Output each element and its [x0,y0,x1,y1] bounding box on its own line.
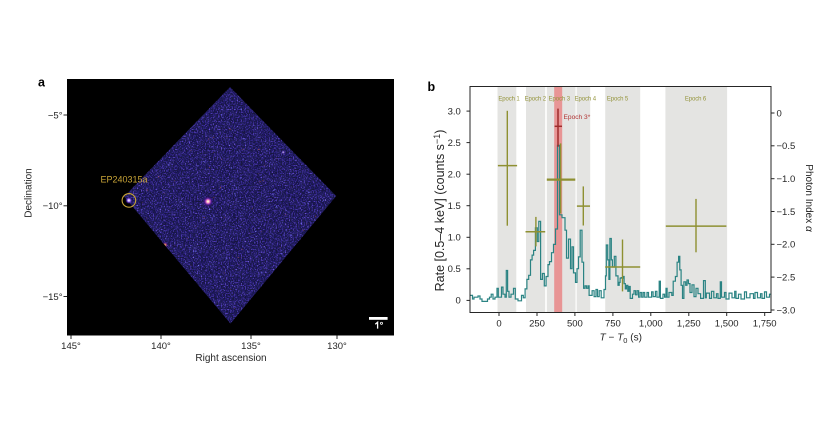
svg-text:250: 250 [529,319,545,330]
svg-text:145°: 145° [61,341,81,352]
svg-text:1,750: 1,750 [753,319,777,330]
svg-text:0: 0 [777,108,782,119]
svg-text:Right ascension: Right ascension [195,353,266,364]
svg-text:1,500: 1,500 [715,319,739,330]
svg-text:−15°: −15° [43,292,63,303]
svg-text:−10°: −10° [43,201,63,212]
svg-text:0: 0 [496,319,501,330]
svg-text:Epoch 3: Epoch 3 [549,96,571,102]
svg-text:Epoch 3*: Epoch 3* [564,114,591,121]
svg-text:1.0: 1.0 [448,233,461,244]
svg-text:T − T0 (s): T − T0 (s) [600,333,642,346]
svg-text:Rate [0.5–4 keV] (counts s−1): Rate [0.5–4 keV] (counts s−1) [432,130,447,292]
svg-text:Epoch 1: Epoch 1 [498,96,520,102]
svg-text:135°: 135° [241,341,261,352]
svg-text:Declination: Declination [24,168,35,217]
svg-text:2.5: 2.5 [448,138,461,149]
svg-text:−3.0: −3.0 [777,305,796,316]
svg-text:Epoch 4: Epoch 4 [575,96,597,102]
svg-text:EP240315a: EP240315a [100,174,147,184]
svg-text:−1.0: −1.0 [777,174,796,185]
svg-text:b: b [428,80,436,94]
svg-text:a: a [38,76,46,90]
svg-text:1,000: 1,000 [639,319,663,330]
svg-text:−0.5: −0.5 [777,141,796,152]
svg-text:Photon Index α: Photon Index α [803,164,814,232]
svg-text:130°: 130° [327,341,347,352]
svg-text:1,250: 1,250 [677,319,701,330]
svg-text:140°: 140° [151,341,171,352]
svg-text:Epoch 6: Epoch 6 [685,96,707,102]
svg-text:−1.5: −1.5 [777,207,796,218]
svg-text:750: 750 [605,319,621,330]
svg-text:0.5: 0.5 [448,264,461,275]
svg-text:Epoch 5: Epoch 5 [607,96,629,102]
svg-text:3.0: 3.0 [448,106,461,117]
svg-text:−5°: −5° [48,110,63,121]
svg-text:Epoch 2: Epoch 2 [525,96,547,102]
svg-text:−2.0: −2.0 [777,240,796,251]
svg-text:2.0: 2.0 [448,170,461,181]
svg-text:1.5: 1.5 [448,201,461,212]
svg-text:500: 500 [567,319,583,330]
svg-text:0: 0 [456,296,461,307]
svg-text:−2.5: −2.5 [777,272,796,283]
